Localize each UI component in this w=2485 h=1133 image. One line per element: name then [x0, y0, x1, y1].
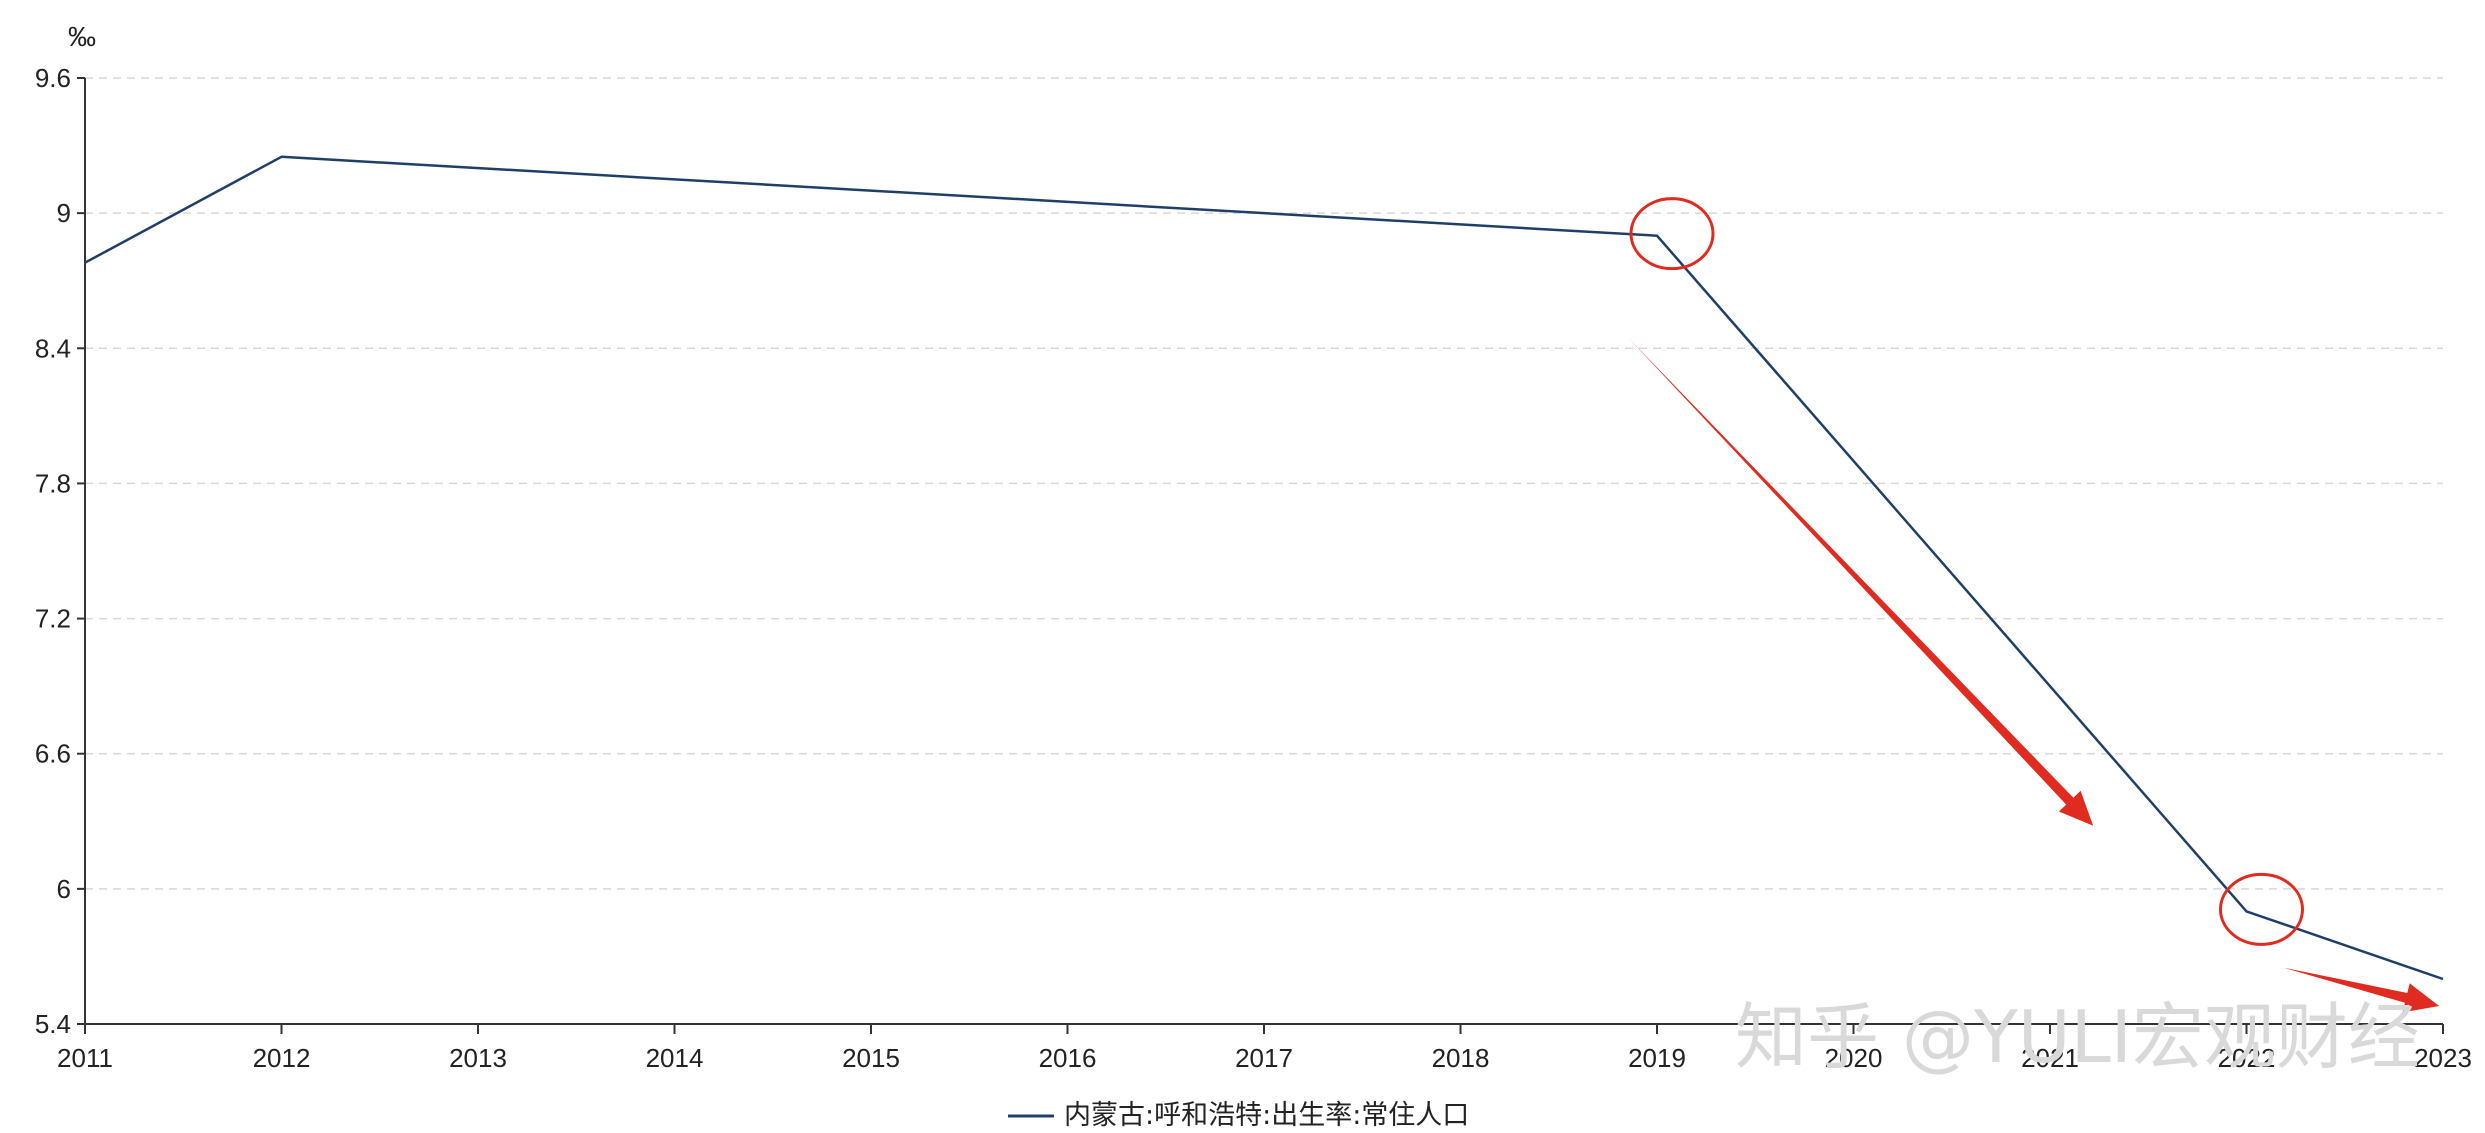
- x-tick-label: 2019: [1628, 1043, 1686, 1073]
- y-tick-label: 8.4: [35, 333, 71, 363]
- x-tick-label: 2023: [2414, 1043, 2472, 1073]
- annotation-arrow: [1627, 337, 2094, 826]
- y-tick-label: 7.2: [35, 604, 71, 634]
- gridlines: [85, 77, 2443, 890]
- annotation-circle: [1629, 197, 1715, 271]
- annotation-arrow: [2283, 967, 2440, 1013]
- y-tick-label: 7.8: [35, 468, 71, 498]
- x-tick-label: 2022: [2218, 1043, 2276, 1073]
- annotation-circle: [2219, 872, 2304, 946]
- x-tick-label: 2020: [1825, 1043, 1883, 1073]
- annotations-layer: [1627, 197, 2440, 1013]
- y-tick-label: 5.4: [35, 1009, 71, 1039]
- x-ticks: 2011 2012 2013 2014 2015 2016 2017 2018 2019 2020…: [57, 1024, 2472, 1073]
- legend-label: 内蒙古:呼和浩特:出生率:常住人口: [1064, 1100, 1469, 1131]
- x-tick-label: 2011: [57, 1043, 113, 1073]
- y-ticks: 5.4 6 6.6 7.2 7.8 8.4 9 9.6: [35, 63, 85, 1039]
- series-line: [84, 155, 2444, 981]
- y-tick-label: 9: [57, 198, 71, 228]
- axes: [84, 78, 2443, 1025]
- x-tick-label: 2016: [1039, 1043, 1097, 1073]
- y-tick-label: 9.6: [35, 63, 71, 93]
- y-tick-label: 6: [57, 874, 71, 904]
- y-axis-unit: ‰: [68, 21, 96, 52]
- x-tick-label: 2012: [253, 1043, 311, 1073]
- x-tick-label: 2021: [2021, 1043, 2079, 1073]
- x-tick-label: 2014: [646, 1043, 704, 1073]
- x-tick-label: 2013: [449, 1043, 507, 1073]
- y-tick-label: 6.6: [35, 739, 71, 769]
- watermark: 知乎 @YULI宏观财经: [1735, 995, 2420, 1079]
- series-layer: [84, 155, 2444, 981]
- x-tick-label: 2017: [1235, 1043, 1293, 1073]
- x-tick-label: 2015: [842, 1043, 900, 1073]
- legend: 内蒙古:呼和浩特:出生率:常住人口: [1008, 1100, 1469, 1131]
- x-tick-label: 2018: [1432, 1043, 1490, 1073]
